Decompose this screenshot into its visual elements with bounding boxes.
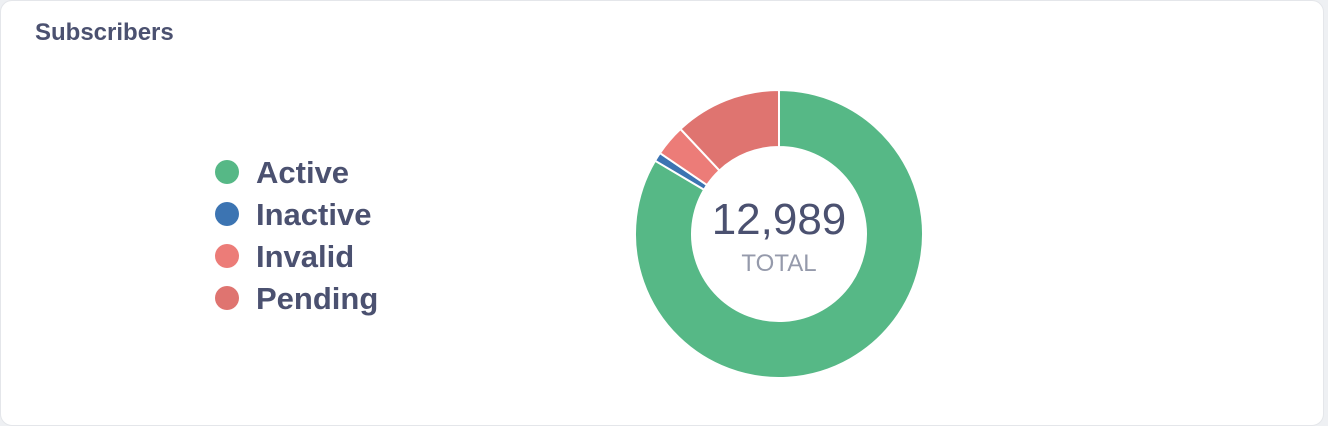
legend-swatch: [215, 244, 239, 268]
donut-segment: [679, 88, 780, 172]
legend-label: Invalid: [256, 239, 354, 274]
legend-label: Active: [256, 155, 349, 190]
card-title: Subscribers: [35, 19, 174, 46]
donut-segment: [634, 88, 924, 379]
legend-swatch: [215, 202, 239, 226]
center-caption: TOTAL: [741, 250, 816, 277]
legend-swatch: [215, 286, 239, 310]
legend-label: Inactive: [256, 197, 371, 232]
legend-swatch: [215, 160, 239, 184]
center-value: 12,989: [712, 195, 847, 244]
legend-label: Pending: [256, 281, 378, 316]
